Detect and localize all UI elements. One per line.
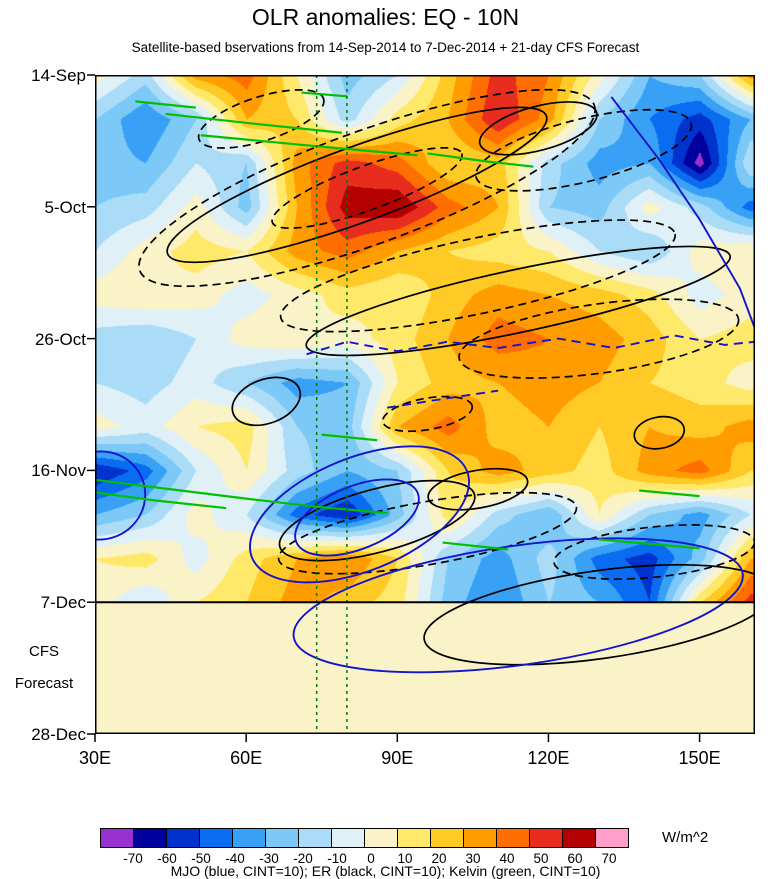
er-contour-dashed bbox=[458, 298, 740, 379]
er-contour-solid bbox=[423, 563, 755, 666]
colorbar-swatch bbox=[298, 828, 332, 848]
x-tick-label: 60E bbox=[230, 748, 263, 768]
er-contour-solid bbox=[231, 376, 302, 427]
plot-area bbox=[87, 74, 755, 742]
kelvin-contour bbox=[165, 112, 342, 134]
colorbar-tick-label: -50 bbox=[191, 851, 211, 866]
mjo-contour-dashed bbox=[387, 389, 499, 409]
x-tick-label: 30E bbox=[78, 748, 112, 768]
er-contour-dashed bbox=[138, 88, 596, 288]
kelvin-contour bbox=[200, 134, 418, 157]
kelvin-contour bbox=[95, 478, 388, 515]
er-contour-dashed bbox=[475, 108, 693, 192]
y-tick-label: 7-Dec bbox=[40, 593, 86, 613]
colorbar-unit: W/m^2 bbox=[662, 829, 709, 846]
x-tick-label: 120E bbox=[527, 748, 570, 768]
colorbar-swatch bbox=[430, 828, 464, 848]
er-contour-solid bbox=[478, 101, 598, 156]
colorbar-swatch bbox=[199, 828, 233, 848]
colorbar-swatch bbox=[232, 828, 266, 848]
kelvin-contour bbox=[442, 541, 509, 551]
y-tick-label: 16-Nov bbox=[31, 461, 86, 481]
colorbar-tick-label: 60 bbox=[567, 851, 583, 866]
olr-heatmap-canvas bbox=[95, 75, 755, 734]
cfs-forecast-label: CFS bbox=[29, 643, 59, 661]
er-contour-solid bbox=[633, 415, 686, 450]
colorbar-tick-label: -30 bbox=[259, 851, 279, 866]
plot-frame bbox=[95, 75, 755, 734]
kelvin-contour bbox=[135, 100, 196, 109]
kelvin-contour bbox=[321, 433, 378, 442]
er-contour-solid bbox=[305, 245, 732, 357]
contour-overlay-svg bbox=[87, 74, 755, 742]
colorbar-swatch bbox=[364, 828, 398, 848]
x-tick-label: 150E bbox=[678, 748, 721, 768]
colorbar-tick-label: 10 bbox=[397, 851, 413, 866]
kelvin-contour bbox=[427, 152, 534, 168]
colorbar-tick-label: 20 bbox=[431, 851, 447, 866]
y-tick-label: 26-Oct bbox=[34, 329, 86, 349]
colorbar-tick-label: 0 bbox=[367, 851, 375, 866]
colorbar-tick-label: -70 bbox=[123, 851, 143, 866]
er-contour-dashed bbox=[197, 88, 325, 149]
colorbar-swatch bbox=[133, 828, 167, 848]
colorbar-tick-label: 40 bbox=[499, 851, 515, 866]
mjo-contour-solid bbox=[292, 537, 744, 674]
er-contour-dashed bbox=[277, 491, 578, 575]
colorbar-swatch bbox=[265, 828, 299, 848]
chart-title: OLR anomalies: EQ - 10N bbox=[251, 4, 520, 30]
colorbar-swatch bbox=[529, 828, 563, 848]
colorbar-swatch bbox=[166, 828, 200, 848]
er-contour-dashed bbox=[271, 146, 463, 229]
kelvin-contour bbox=[301, 91, 347, 98]
chart-subtitle: Satellite-based bservations from 14-Sep-… bbox=[131, 40, 640, 55]
colorbar-tick-label: -10 bbox=[327, 851, 347, 866]
colorbar-swatch bbox=[496, 828, 530, 848]
er-contour-solid bbox=[427, 467, 529, 511]
kelvin-contour bbox=[598, 538, 700, 550]
colorbar-swatch bbox=[463, 828, 497, 848]
cfs-forecast-label: Forecast bbox=[14, 674, 74, 692]
colorbar-swatch bbox=[397, 828, 431, 848]
colorbar bbox=[100, 828, 629, 848]
kelvin-contour bbox=[639, 489, 700, 498]
y-tick-label: 14-Sep bbox=[31, 66, 86, 85]
mjo-contour-dashed bbox=[306, 334, 755, 356]
mjo-contour-solid bbox=[610, 96, 755, 332]
er-contour-dashed bbox=[553, 524, 755, 580]
x-tick-label: 90E bbox=[381, 748, 414, 768]
y-tick-label: 5-Oct bbox=[44, 197, 86, 217]
colorbar-swatch bbox=[595, 828, 629, 848]
er-contour-solid bbox=[166, 106, 548, 264]
colorbar-swatch bbox=[100, 828, 134, 848]
colorbar-tick-label: 30 bbox=[465, 851, 481, 866]
colorbar-tick-label: 70 bbox=[601, 851, 617, 866]
colorbar-tick-label: -40 bbox=[225, 851, 245, 866]
er-contour-dashed bbox=[381, 395, 474, 433]
colorbar-swatch bbox=[562, 828, 596, 848]
mjo-contour-solid bbox=[95, 450, 147, 541]
colorbar-tick-label: -60 bbox=[157, 851, 177, 866]
colorbar-tick-label: -20 bbox=[293, 851, 313, 866]
colorbar-tick-label: 50 bbox=[533, 851, 549, 866]
contour-legend-caption: MJO (blue, CINT=10); ER (black, CINT=10)… bbox=[170, 863, 601, 879]
kelvin-contour bbox=[95, 491, 227, 510]
colorbar-swatch bbox=[331, 828, 365, 848]
er-contour-solid bbox=[278, 479, 476, 562]
y-tick-label: 28-Dec bbox=[31, 725, 86, 744]
mjo-contour-solid bbox=[249, 445, 470, 584]
